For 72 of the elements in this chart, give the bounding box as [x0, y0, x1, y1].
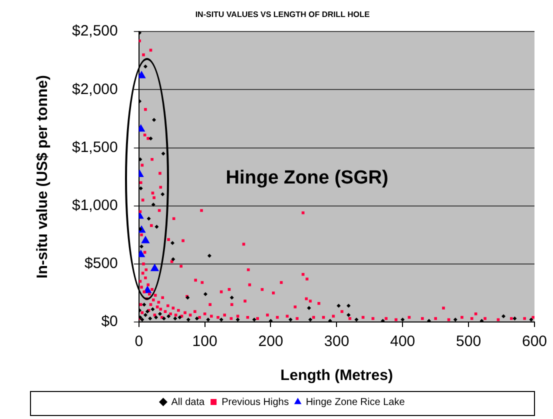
x-axis-title: Length (Metres)	[280, 367, 393, 384]
y-axis-title: In-situ value (US$ per tonne)	[34, 75, 52, 278]
point	[236, 318, 240, 322]
x-tick-label: 400	[390, 333, 416, 350]
legend-label: All data	[171, 396, 206, 408]
point	[219, 318, 224, 322]
point	[206, 318, 210, 322]
legend-label: Previous Highs	[222, 396, 289, 408]
point	[140, 244, 144, 248]
point	[400, 318, 405, 322]
point	[143, 313, 148, 318]
point	[346, 304, 351, 308]
point	[160, 192, 165, 196]
x-tick-label: 0	[134, 333, 144, 350]
point	[230, 296, 234, 300]
point	[502, 314, 506, 318]
point	[203, 292, 208, 296]
point	[142, 302, 146, 307]
x-tick-label: 600	[522, 333, 547, 350]
point	[150, 307, 155, 312]
x-tick-label: 500	[456, 333, 482, 350]
point	[154, 224, 159, 229]
point	[480, 318, 484, 322]
y-tick-label: $500	[84, 255, 118, 272]
point	[148, 136, 153, 140]
point	[207, 254, 212, 258]
point	[346, 313, 351, 318]
point	[146, 216, 151, 221]
point	[158, 312, 162, 316]
chart-title: IN-SITU VALUES VS LENGTH OF DRILL HOLE	[195, 10, 370, 20]
point	[529, 318, 534, 322]
point	[148, 316, 152, 321]
point	[178, 315, 182, 320]
point	[512, 316, 517, 321]
point	[152, 118, 156, 122]
y-tick-label: $2,000	[72, 80, 118, 98]
point	[161, 152, 166, 156]
point	[173, 316, 178, 321]
point	[426, 318, 431, 322]
point	[252, 318, 256, 322]
point	[138, 250, 146, 258]
x-tick-label: 100	[192, 333, 218, 350]
legend-label: Hinge Zone Rice Lake	[306, 396, 406, 408]
point	[453, 318, 458, 322]
point	[194, 316, 199, 321]
point	[138, 70, 146, 78]
point	[170, 241, 175, 246]
point	[154, 315, 158, 320]
annotation: Hinge Zone (SGR)	[226, 167, 388, 188]
point	[138, 124, 146, 132]
point	[328, 318, 332, 322]
point	[306, 306, 311, 310]
point	[268, 318, 273, 322]
point	[380, 318, 385, 322]
point	[140, 318, 144, 322]
point	[143, 64, 148, 68]
point	[166, 314, 171, 318]
x-tick-label: 200	[258, 333, 284, 350]
point	[151, 202, 156, 207]
point	[308, 318, 312, 322]
y-tick-label: $1,000	[72, 196, 118, 214]
point	[141, 236, 150, 244]
y-tick-label: $1,500	[72, 138, 118, 156]
point	[171, 257, 176, 262]
point	[336, 304, 341, 308]
point	[354, 318, 358, 322]
y-tick-label: $0	[101, 313, 118, 330]
point	[186, 318, 190, 322]
point	[162, 316, 166, 321]
y-tick-label: $2,500	[72, 22, 118, 40]
point	[288, 318, 293, 322]
x-tick-label: 300	[324, 333, 350, 350]
